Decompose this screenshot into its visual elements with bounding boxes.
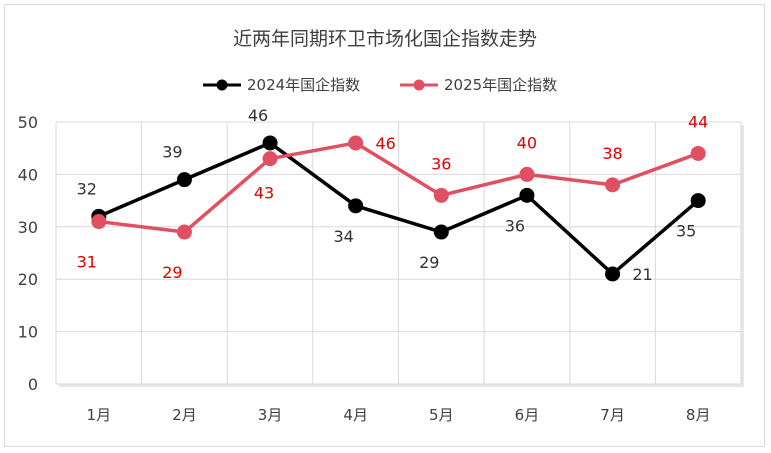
legend-label-2025: 2025年国企指数 bbox=[444, 76, 557, 94]
data-point-2024 bbox=[348, 198, 364, 214]
x-tick-label: 3月 bbox=[258, 406, 283, 424]
data-label-2025: 29 bbox=[162, 263, 182, 282]
x-tick-label: 8月 bbox=[686, 406, 711, 424]
data-label-2024: 36 bbox=[505, 216, 525, 235]
legend-item-2025: 2025年国企指数 bbox=[400, 76, 557, 94]
data-point-2025 bbox=[519, 166, 535, 182]
data-label-2024: 35 bbox=[676, 222, 696, 241]
data-label-2024: 39 bbox=[162, 143, 182, 162]
legend-label-2024: 2024年国企指数 bbox=[247, 76, 360, 94]
data-point-2025 bbox=[605, 177, 621, 193]
data-point-2025 bbox=[348, 135, 364, 151]
series-line-2025 bbox=[98, 141, 699, 234]
data-point-2024 bbox=[519, 187, 535, 203]
data-point-2024 bbox=[433, 224, 449, 240]
data-label-2025: 40 bbox=[517, 133, 537, 152]
x-tick-label: 7月 bbox=[600, 406, 625, 424]
data-label-2024: 34 bbox=[334, 227, 354, 246]
x-tick-label: 6月 bbox=[515, 406, 540, 424]
y-tick-label: 20 bbox=[18, 270, 38, 289]
plot-area: 0 10 20 30 40 50 1月 2月 3月 4月 5月 6月 7月 8月 32 39 46 34 29 36 2… bbox=[18, 106, 744, 424]
data-label-2024: 32 bbox=[77, 179, 97, 198]
chart-title: 近两年同期环卫市场化国企指数走势 bbox=[233, 28, 537, 50]
legend: 2024年国企指数 2025年国企指数 bbox=[203, 76, 557, 94]
series-line-2024 bbox=[98, 141, 700, 276]
x-tick-label: 2月 bbox=[172, 406, 197, 424]
y-tick-label: 30 bbox=[18, 218, 38, 237]
y-tick-label: 40 bbox=[18, 165, 38, 184]
data-label-2024: 46 bbox=[248, 106, 268, 125]
x-tick-label: 1月 bbox=[87, 406, 112, 424]
data-label-2025: 43 bbox=[254, 184, 274, 203]
data-label-2025: 31 bbox=[77, 253, 97, 272]
data-label-2025: 38 bbox=[602, 144, 622, 163]
data-label-2024: 21 bbox=[632, 265, 652, 284]
data-point-2025 bbox=[176, 224, 192, 240]
data-point-2024 bbox=[690, 193, 706, 209]
data-point-2025 bbox=[433, 187, 449, 203]
data-point-2025 bbox=[690, 145, 706, 161]
legend-item-2024: 2024年国企指数 bbox=[203, 76, 360, 94]
data-point-2024 bbox=[262, 135, 278, 151]
x-tick-label: 5月 bbox=[429, 406, 454, 424]
y-tick-label: 10 bbox=[18, 323, 38, 342]
data-label-2025: 44 bbox=[688, 112, 708, 131]
y-tick-label: 0 bbox=[28, 375, 38, 394]
data-point-2024 bbox=[176, 172, 192, 188]
data-point-2024 bbox=[605, 266, 621, 282]
x-tick-label: 4月 bbox=[343, 406, 368, 424]
data-point-2025 bbox=[262, 151, 278, 167]
data-point-2025 bbox=[91, 214, 107, 230]
data-label-2024: 29 bbox=[419, 253, 439, 272]
data-label-2025: 36 bbox=[431, 154, 451, 173]
y-tick-label: 50 bbox=[18, 113, 38, 132]
legend-marker-2025 bbox=[413, 79, 425, 91]
data-label-2025: 46 bbox=[376, 134, 396, 153]
legend-marker-2024 bbox=[216, 79, 228, 91]
